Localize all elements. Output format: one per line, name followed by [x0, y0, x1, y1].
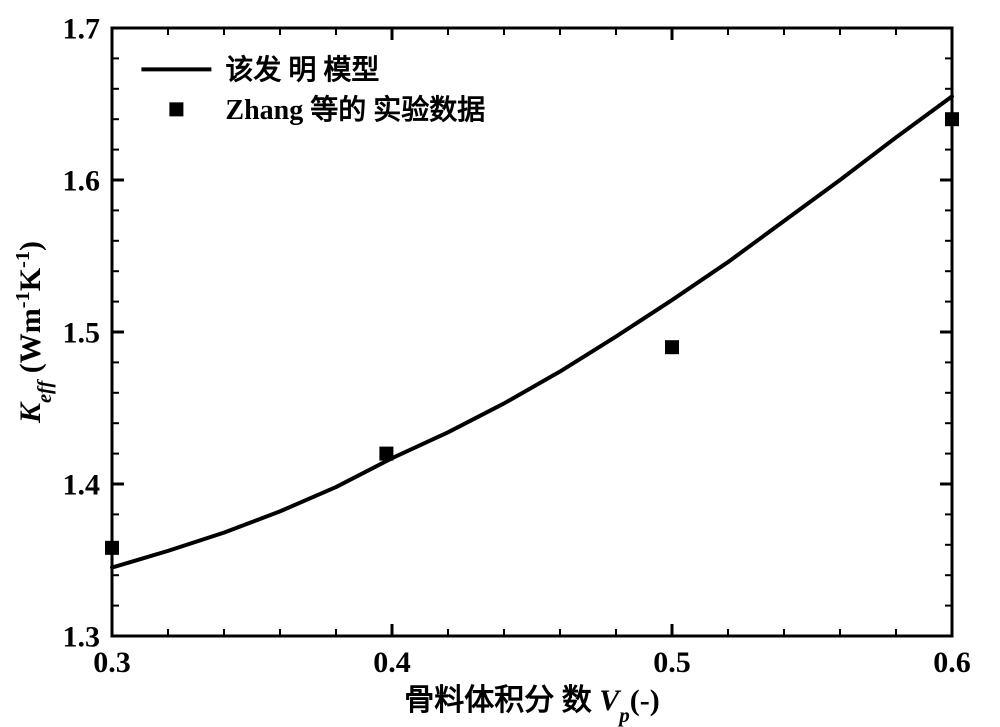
exp-data-point	[665, 340, 679, 354]
y-tick-label: 1.3	[63, 621, 101, 654]
x-tick-label: 0.4	[373, 646, 411, 679]
exp-data-point	[945, 112, 959, 126]
y-tick-label: 1.5	[63, 317, 101, 350]
legend-label-0: 该发 明 模型	[225, 53, 379, 86]
legend-marker-icon	[169, 102, 183, 116]
x-tick-label: 0.6	[933, 646, 971, 679]
exp-data-point	[105, 541, 119, 555]
y-tick-label: 1.6	[63, 165, 101, 198]
y-tick-label: 1.7	[63, 13, 101, 46]
chart-container: 0.30.40.50.61.31.41.51.61.7骨料体积分 数 Vp(-)…	[0, 0, 1000, 727]
x-tick-label: 0.5	[653, 646, 691, 679]
chart-bg	[0, 0, 1000, 727]
legend-label-1: Zhang 等的 实验数据	[225, 93, 485, 126]
chart-svg: 0.30.40.50.61.31.41.51.61.7骨料体积分 数 Vp(-)…	[0, 0, 1000, 727]
y-tick-label: 1.4	[63, 469, 101, 502]
exp-data-point	[379, 447, 393, 461]
